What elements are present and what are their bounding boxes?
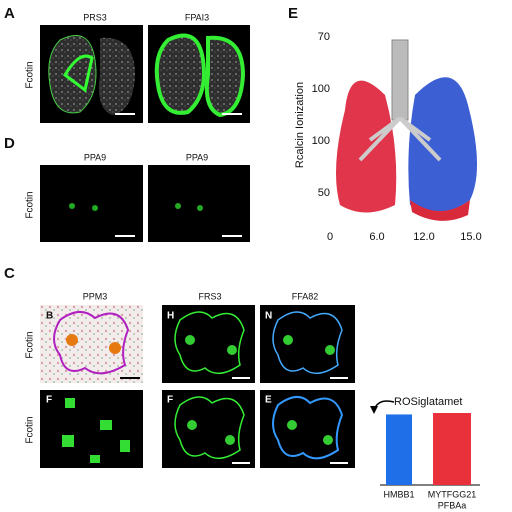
sub-letter: E	[265, 395, 272, 406]
sub-letter: N	[265, 311, 272, 322]
y-tick-label: 100	[312, 135, 330, 147]
image-c-e	[260, 390, 355, 468]
panel-letter: A	[4, 5, 15, 22]
panel-letter: D	[4, 135, 15, 152]
x-tick-label: 12.0	[413, 231, 434, 243]
y-tick-label: 70	[318, 31, 330, 43]
y-tick-label: 50	[318, 187, 330, 199]
x-tick-label: 0	[327, 231, 333, 243]
sub-letter: F	[167, 395, 173, 406]
lung-illustration	[336, 39, 478, 221]
image-c-f1	[40, 390, 143, 468]
image-d1	[40, 165, 143, 242]
image-a1	[40, 25, 143, 123]
x-tick-label: HMBB1	[383, 489, 414, 499]
side-label: Fcotin	[25, 61, 36, 88]
arrow-head	[370, 406, 378, 414]
side-label: Fcotin	[25, 191, 36, 218]
arrow	[373, 400, 395, 411]
annotation: ROSiglatamet	[394, 396, 462, 408]
bar	[386, 414, 412, 485]
image-a2	[148, 25, 250, 123]
panel-letter: C	[4, 265, 15, 282]
x-sublabel: PFBAa	[438, 500, 467, 510]
image-d2	[148, 165, 250, 242]
side-label: Fcotin	[25, 331, 36, 358]
image-c-h	[162, 305, 255, 383]
y-tick-label: 100	[312, 83, 330, 95]
sub-letter: H	[167, 311, 174, 322]
x-tick-label: 6.0	[369, 231, 384, 243]
y-axis-label: Rcalcin Ionization	[294, 82, 306, 168]
panel-title: FFA82	[292, 291, 319, 301]
x-tick-label: 15.0	[460, 231, 481, 243]
sub-letter: B	[46, 311, 53, 322]
panel-title: FRS3	[198, 291, 221, 301]
sub-letter: F	[46, 395, 52, 406]
panel-title: PRS3	[83, 12, 107, 22]
panel-title: FPAI3	[185, 12, 209, 22]
image-c-b	[40, 305, 143, 383]
x-tick-label: MYTFGG21	[428, 489, 477, 499]
panel-title: PPA9	[84, 152, 106, 162]
panel-title: PPM3	[83, 291, 108, 301]
bar	[433, 413, 471, 485]
image-c-n	[260, 305, 355, 383]
panel-title: PPA9	[186, 152, 208, 162]
image-c-f2	[162, 390, 255, 468]
side-label: Fcotin	[25, 416, 36, 443]
panel-letter: E	[288, 5, 298, 22]
